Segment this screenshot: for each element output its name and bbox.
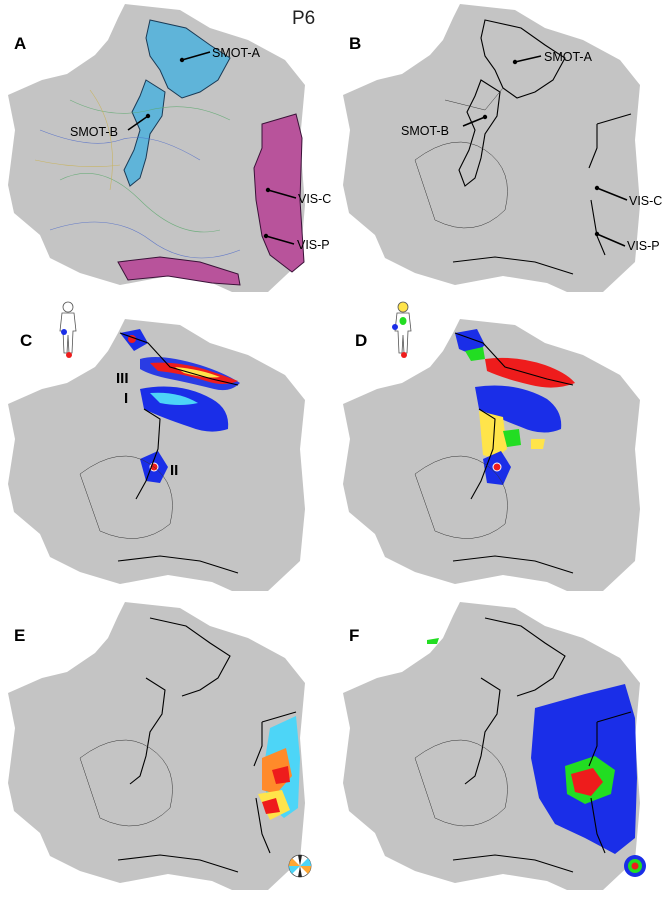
panel-b: B SMOT-A SMOT-B VIS-C [335, 0, 670, 299]
panel-f: F [335, 598, 670, 897]
vis-c-label-b: VIS-C [594, 185, 662, 208]
fine-outlines [79, 739, 173, 827]
cortex-surface [8, 4, 305, 292]
cluster-label-i: I [124, 390, 128, 407]
body-icon [59, 301, 77, 358]
eccentricity-legend-icon [624, 855, 646, 877]
svg-text:SMOT-A: SMOT-A [544, 50, 593, 64]
panel-a: A SMOT-A SMOT-B [0, 0, 335, 299]
smot-a-label-b: SMOT-A [512, 50, 593, 65]
cortex-surface [343, 4, 640, 292]
polar-angle-map [258, 716, 300, 820]
cluster-label-ii: II [170, 462, 178, 479]
fine-outlines [79, 455, 173, 539]
fine-outlines [414, 87, 508, 229]
panel-label-a: A [14, 34, 27, 53]
region-outlines-blue [39, 129, 241, 259]
body-icon [392, 301, 412, 358]
panel-e: E [0, 598, 335, 897]
panel-label-c: C [20, 331, 33, 350]
region-outlines [452, 617, 632, 873]
figure-title: P6 [292, 8, 316, 29]
region-outlines [117, 617, 297, 873]
svg-text:VIS-P: VIS-P [297, 238, 330, 252]
region-outlines [452, 19, 632, 275]
svg-text:VIS-C: VIS-C [298, 192, 331, 206]
panel-c: C III I II [0, 299, 335, 598]
region-outlines [452, 332, 574, 574]
svg-text:SMOT-B: SMOT-B [70, 125, 118, 139]
region-outlines-yellow [34, 89, 121, 191]
fine-outlines [414, 455, 508, 539]
vis-p-label: VIS-P [263, 233, 330, 252]
eccentricity-map [427, 638, 637, 854]
svg-text:SMOT-B: SMOT-B [401, 124, 449, 138]
somatotopy-clusters [455, 329, 575, 485]
flatmap-d [343, 301, 640, 591]
cluster-label-iii: III [116, 370, 129, 387]
flatmap-a: SMOT-A SMOT-B VIS-C VIS-P [8, 4, 331, 292]
vis-p-label-b: VIS-P [594, 231, 660, 253]
panel-label-e: E [14, 626, 26, 645]
region-outlines-green [59, 99, 231, 233]
flatmap-f [343, 602, 646, 890]
svg-text:VIS-P: VIS-P [627, 239, 660, 253]
region-outlines [117, 332, 239, 574]
flatmap-c: III I II [8, 301, 305, 591]
cortex-surface [8, 602, 305, 890]
fine-outlines [414, 739, 508, 827]
svg-text:SMOT-A: SMOT-A [212, 46, 261, 60]
smot-b-label-b: SMOT-B [401, 114, 488, 138]
smot-a-label: SMOT-A [179, 46, 261, 63]
vis-c-label: VIS-C [265, 187, 331, 206]
panel-label-d: D [355, 331, 368, 350]
polar-angle-legend-icon [288, 854, 312, 878]
panel-label-b: B [349, 34, 362, 53]
panel-label-f: F [349, 626, 360, 645]
smot-b-label: SMOT-B [70, 113, 151, 139]
panel-d: D [335, 299, 670, 598]
svg-text:VIS-C: VIS-C [629, 194, 662, 208]
flatmap-b: SMOT-A SMOT-B VIS-C VIS-P [343, 4, 662, 292]
flatmap-e [8, 602, 312, 890]
